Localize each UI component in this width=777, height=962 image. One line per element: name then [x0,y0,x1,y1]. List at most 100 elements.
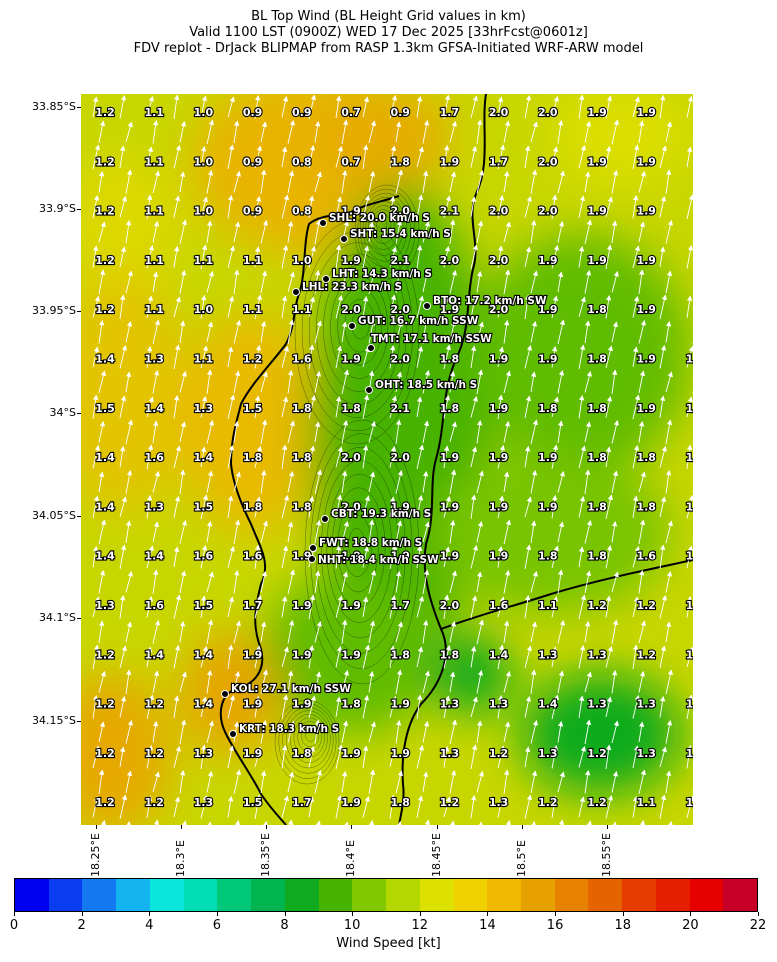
station-marker[interactable] [309,544,317,552]
station-label: FWT: 18.8 km/h S [319,537,422,549]
wind-arrow [611,419,620,444]
wind-arrow [341,470,348,494]
wind-arrow [92,745,100,769]
wind-arrow [173,745,181,768]
station-marker[interactable] [221,690,229,698]
grid-value: 1.9 [292,648,312,661]
wind-arrow [659,145,667,169]
wind-arrow [497,495,505,519]
grid-value: 1.1 [538,599,558,612]
wind-arrow [422,771,429,793]
lon-label: 18.55°E [600,833,613,877]
wind-arrow [152,619,161,644]
grid-value: 1.8 [292,402,312,415]
wind-arrow [341,119,349,145]
station-label: BTO: 17.2 km/h SW [433,295,547,307]
wind-arrow [551,595,559,618]
wind-arrow [443,296,450,318]
colorbar-tick [690,912,692,916]
wind-arrow [524,496,532,518]
wind-arrow [308,695,316,719]
wind-arrow [476,720,483,744]
wind-map[interactable]: 1.2 1.1 1.0 0.9 0.9 0.7 0.9 1.7 2.0 2.0 1.9 1.9 1.2 1… [81,94,693,825]
station-marker[interactable] [229,730,237,738]
wind-arrow [152,521,160,543]
wind-arrow [611,720,619,744]
station-marker[interactable] [348,322,356,330]
grid-value: 1.9 [243,648,263,661]
station-marker[interactable] [340,235,348,243]
wind-arrow [449,570,457,594]
station-marker[interactable] [292,288,300,296]
station-marker[interactable] [319,219,327,227]
wind-arrow [530,169,538,195]
wind-arrow [341,369,350,395]
lat-tick [77,413,81,414]
wind-arrow [416,194,424,220]
grid-value: 1.0 [194,205,214,218]
wind-arrow [287,771,295,793]
wind-arrow [173,695,180,719]
wind-arrow [98,120,106,144]
grid-value: 2.0 [341,303,361,316]
wind-arrow [119,246,127,268]
wind-arrow [551,444,559,470]
wind-arrow [416,295,424,319]
wind-arrow [362,346,370,368]
wind-arrow [476,169,485,194]
grid-value: 1.8 [587,550,607,563]
grid-value: 2.0 [489,254,509,267]
wind-arrow [503,769,510,795]
wind-arrow [233,170,241,193]
wind-arrow [497,96,504,118]
wind-arrow [341,720,349,744]
wind-arrow [605,446,612,468]
wind-arrow [335,544,342,569]
wind-arrow [611,270,619,293]
lat-tick [77,311,81,312]
wind-arrow [638,269,645,295]
weather-stations[interactable]: SHL: 20.0 km/h S SHT: 15.4 km/h S LHT: 14.… [221,211,548,738]
wind-arrow [260,219,269,244]
wind-arrow [368,170,376,193]
wind-arrow [98,420,106,443]
wind-arrow [206,720,214,744]
grid-value: 1.2 [636,599,656,612]
grid-value: 1.0 [292,254,312,267]
wind-arrow [632,444,640,469]
wind-arrow [308,445,316,469]
grid-value: 1.2 [95,747,115,760]
wind-arrow [200,145,207,168]
wind-arrow [584,519,593,544]
wind-arrow [659,395,666,419]
station-marker[interactable] [367,344,375,352]
wind-arrow [470,446,478,468]
station-marker[interactable] [365,386,373,394]
wind-arrow [416,545,423,569]
wind-arrow [368,769,376,795]
contour-line [278,703,337,779]
wind-arrow [314,219,322,245]
grid-value: 2.0 [440,599,460,612]
grid-value: 1.8 [587,451,607,464]
wind-arrow [524,794,533,820]
lon-label: 18.35°E [259,833,272,877]
wind-arrow [497,444,506,469]
station-label: SHL: 20.0 km/h S [329,212,430,224]
lon-tick [522,825,523,829]
wind-arrow [416,694,423,720]
wind-arrow [98,471,105,493]
station-label: NHT: 18.4 km/h SSW [318,554,439,566]
wind-arrow [341,419,349,444]
colorbar-segment [487,879,522,911]
wind-arrow [98,170,105,193]
wind-arrow [368,319,376,344]
wind-arrow [98,620,105,644]
station-marker[interactable] [322,275,330,283]
station-marker[interactable] [308,555,316,563]
wind-arrow [227,495,234,519]
station-marker[interactable] [423,302,431,310]
grid-value: 2.0 [440,254,460,267]
grid-value: 1.6 [243,550,263,563]
station-marker[interactable] [321,515,329,523]
